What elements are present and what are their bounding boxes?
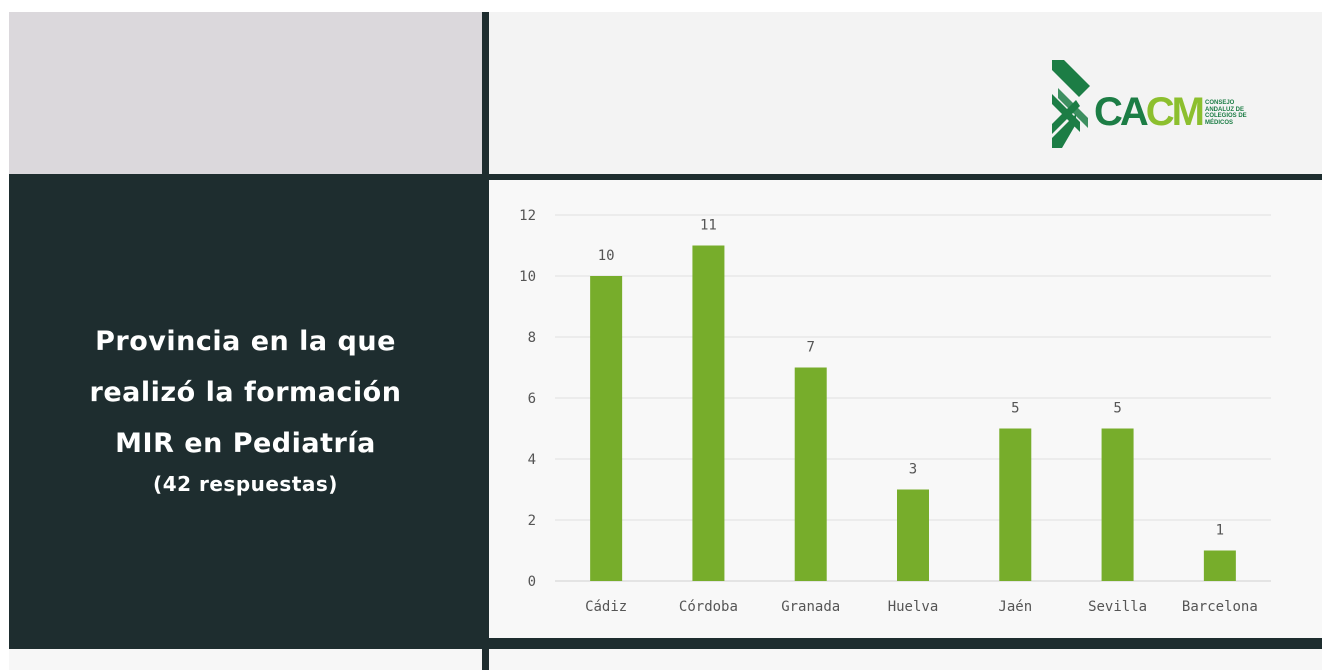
x-tick-label: Barcelona [1182, 599, 1258, 615]
logo-small-line: CONSEJO [1205, 100, 1235, 106]
bar [1101, 428, 1134, 581]
cacm-logo-symbol-icon [1052, 60, 1090, 148]
bar [692, 245, 725, 581]
data-label: 1 [1216, 523, 1224, 539]
title-subtitle: (42 respuestas) [153, 472, 338, 496]
logo-small-line: ANDALUZ DE [1205, 106, 1244, 113]
bar [590, 276, 623, 581]
y-tick-label: 4 [528, 452, 536, 468]
data-label: 5 [1113, 401, 1121, 417]
top-left-panel [9, 12, 482, 174]
title-panel [9, 180, 482, 645]
data-label: 7 [806, 340, 814, 356]
x-tick-label: Jaén [998, 599, 1032, 615]
x-tick-label: Sevilla [1088, 599, 1147, 615]
bar [794, 367, 827, 581]
bar [897, 489, 929, 581]
title-line-2: realizó la formación [89, 377, 402, 408]
bar-chart: 0 2 4 6 8 10 12 10 Cádiz 11 Córdoba 7 Granada 3 Huelva… [519, 208, 1271, 615]
y-tick-label: 8 [528, 330, 536, 346]
logo-small-line: COLEGIOS DE [1205, 113, 1247, 119]
logo-small-text: CONSEJO ANDALUZ DE COLEGIOS DE MÉDICOS [1205, 100, 1265, 126]
y-tick-label: 2 [528, 513, 536, 529]
x-tick-label: Córdoba [679, 599, 738, 615]
y-tick-label: 12 [519, 208, 536, 224]
bottom-right-panel [489, 649, 1322, 670]
logo-text-ca: CA [1094, 90, 1149, 134]
y-tick-label: 10 [519, 269, 536, 285]
cacm-logo: CACM CONSEJO ANDALUZ DE COLEGIOS DE MÉDI… [1046, 58, 1266, 150]
cacm-logo-wordmark: CACM [1094, 90, 1205, 134]
x-tick-label: Granada [781, 599, 840, 615]
x-tick-label: Cádiz [585, 599, 627, 615]
logo-text-cm: CM [1145, 90, 1205, 134]
bottom-left-panel [9, 649, 482, 670]
data-label: 5 [1011, 401, 1019, 417]
slide-title: Provincia en la que realizó la formación… [9, 316, 482, 501]
title-line-1: Provincia en la que [95, 326, 396, 357]
data-label: 11 [700, 218, 717, 234]
data-label: 10 [598, 248, 615, 264]
y-tick-label: 6 [528, 391, 536, 407]
top-right-panel [489, 12, 1322, 174]
y-tick-label: 0 [528, 574, 536, 590]
bar [999, 428, 1032, 581]
data-label: 3 [909, 462, 917, 478]
x-tick-label: Huelva [888, 599, 939, 615]
title-line-3: MIR en Pediatría [115, 428, 376, 459]
logo-small-line: MÉDICOS [1205, 119, 1234, 126]
bar [1203, 550, 1236, 581]
